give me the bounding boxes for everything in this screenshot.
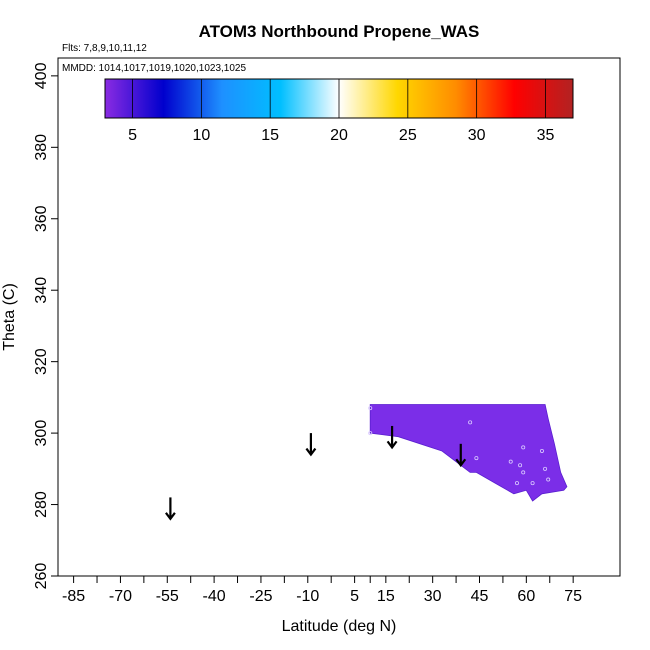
y-tick-label: 380 (33, 134, 50, 161)
flights-label: Flts: 7,8,9,10,11,12 (62, 43, 147, 54)
y-tick-label: 280 (33, 491, 50, 518)
x-tick-label: -10 (296, 588, 319, 605)
down-arrow (305, 433, 317, 457)
sample-point (368, 406, 373, 411)
colorbar-tick-label: 35 (537, 127, 555, 144)
x-tick-label: -40 (203, 588, 226, 605)
y-axis-label: Theta (C) (1, 283, 18, 351)
sample-point (546, 477, 551, 482)
x-tick-label: 30 (424, 588, 442, 605)
x-tick-label: 45 (471, 588, 489, 605)
sample-point (521, 470, 526, 475)
sample-point (468, 420, 473, 425)
colorbar-tick-label: 25 (399, 127, 417, 144)
y-tick-label: 400 (33, 62, 50, 89)
colorbar-tick-label: 5 (128, 127, 137, 144)
sample-point (474, 456, 479, 461)
x-tick-label: 5 (350, 588, 359, 605)
x-axis-label: Latitude (deg N) (282, 618, 397, 635)
y-tick-label: 320 (33, 348, 50, 375)
chart-title: ATOM3 Northbound Propene_WAS (199, 22, 480, 41)
propene-field (369, 404, 568, 502)
sample-point (508, 459, 513, 464)
sample-point (539, 448, 544, 453)
sample-point (543, 466, 548, 471)
sample-point (368, 431, 373, 436)
colorbar-tick-label: 15 (261, 127, 279, 144)
x-tick-label: 15 (377, 588, 395, 605)
x-tick-label: 60 (517, 588, 535, 605)
y-tick-label: 300 (33, 420, 50, 447)
colorbar-tick-label: 30 (468, 127, 486, 144)
y-tick-label: 340 (33, 277, 50, 304)
y-tick-label: 360 (33, 205, 50, 232)
x-tick-label: -55 (156, 588, 179, 605)
x-tick-label: -70 (109, 588, 132, 605)
x-tick-label: -25 (249, 588, 272, 605)
down-arrow (455, 443, 467, 468)
colorbar: 5 10 15 20 25 30 35 (104, 78, 574, 144)
colorbar-tick-label: 20 (330, 127, 348, 144)
down-arrow (165, 497, 176, 521)
colorbar-tick-label: 10 (192, 127, 210, 144)
down-arrow (386, 425, 398, 450)
sample-point (530, 481, 535, 486)
x-tick-label: -85 (62, 588, 85, 605)
sample-point (514, 481, 519, 486)
sample-point (521, 445, 526, 450)
dates-label: MMDD: 1014,1017,1019,1020,1023,1025 (62, 63, 246, 74)
sample-point (518, 463, 523, 468)
y-tick-label: 260 (33, 563, 50, 590)
plot-frame (57, 57, 621, 577)
x-tick-label: 75 (564, 588, 582, 605)
